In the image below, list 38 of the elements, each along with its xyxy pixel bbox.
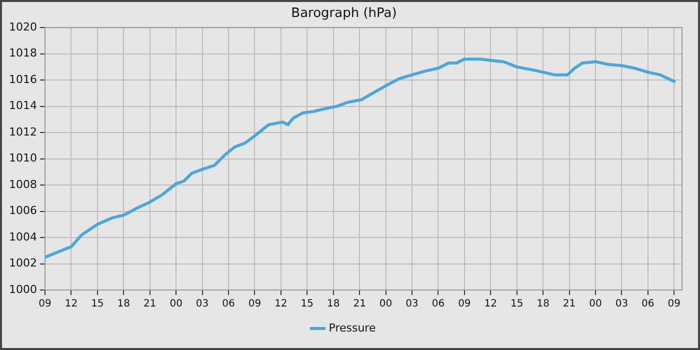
chart-title: Barograph (hPa) [291,6,397,22]
x-tick-label: 00 [589,298,602,310]
x-tick-label: 03 [196,298,209,310]
x-tick-label: 15 [300,298,314,310]
y-tick-label: 1010 [8,152,37,165]
y-tick-label: 1016 [8,72,37,86]
y-tick-label: 1008 [8,178,37,191]
x-tick-label: 09 [458,298,471,310]
y-tick-label: 1014 [8,99,37,112]
x-tick-label: 12 [274,298,288,310]
x-tick-label: 03 [615,298,628,310]
x-tick-label: 12 [484,298,498,310]
x-tick-label: 09 [248,298,262,310]
x-tick-label: 06 [642,298,654,310]
y-tick-label: 1000 [8,282,37,296]
x-tick-label: 06 [432,298,445,310]
x-tick-label: 00 [170,298,182,310]
y-tick-label: 1018 [8,46,37,60]
x-tick-label: 21 [353,298,366,310]
x-tick-label: 15 [91,298,104,310]
y-tick-label: 1006 [8,204,37,218]
x-tick-label: 00 [379,298,392,310]
x-tick-label: 03 [406,298,418,310]
x-tick-label: 18 [117,298,130,310]
x-tick-label: 18 [536,298,550,310]
y-tick-label: 1002 [8,256,37,270]
x-tick-label: 09 [668,298,681,310]
legend-label: Pressure [328,321,376,334]
x-tick-label: 18 [326,298,340,310]
x-tick-label: 12 [64,298,78,310]
y-tick-label: 1020 [8,20,37,34]
x-tick-label: 09 [38,298,52,310]
x-tick-label: 15 [510,298,524,310]
y-tick-label: 1012 [8,125,37,138]
x-tick-label: 21 [562,298,576,310]
x-tick-label: 21 [143,298,156,310]
y-tick-label: 1004 [8,230,37,244]
x-tick-label: 06 [222,298,235,310]
